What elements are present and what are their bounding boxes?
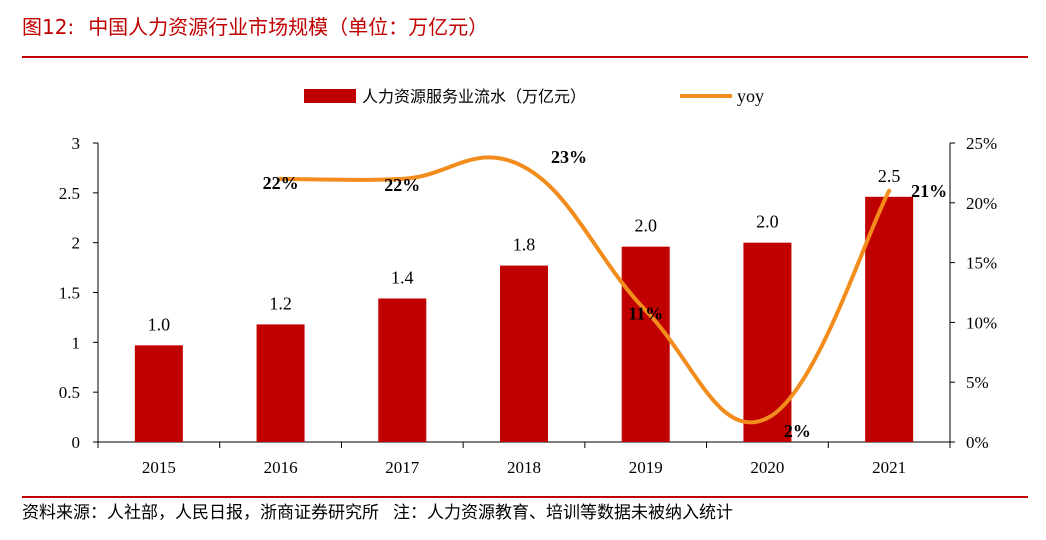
source-text: 资料来源：人社部，人民日报，浙商证券研究所 bbox=[22, 503, 379, 523]
left-axis-tick-label: 2.5 bbox=[59, 184, 80, 203]
right-axis-tick-label: 20% bbox=[966, 194, 997, 213]
bar bbox=[865, 196, 914, 442]
left-axis-tick-label: 0 bbox=[72, 433, 81, 452]
left-axis-tick-label: 3 bbox=[72, 134, 81, 153]
bar-data-label: 1.4 bbox=[391, 267, 414, 287]
left-axis-tick-label: 1 bbox=[72, 333, 81, 352]
bar-data-label: 2.0 bbox=[756, 212, 779, 232]
bar bbox=[134, 345, 183, 442]
bar-data-label: 1.8 bbox=[513, 235, 536, 255]
x-axis-tick-label: 2021 bbox=[872, 458, 906, 477]
yoy-line bbox=[278, 155, 892, 425]
figure-title: 图12: 中国人力资源行业市场规模（单位：万亿元） bbox=[22, 12, 488, 42]
x-axis-tick-label: 2018 bbox=[507, 458, 541, 477]
bar bbox=[378, 298, 427, 442]
left-axis-tick-label: 0.5 bbox=[59, 383, 80, 402]
legend-bar-label: 人力资源服务业流水（万亿元） bbox=[362, 87, 586, 106]
legend-bar-swatch bbox=[304, 89, 356, 103]
yoy-data-label: 22% bbox=[384, 175, 420, 195]
figure-title-text: 中国人力资源行业市场规模（单位：万亿元） bbox=[88, 15, 489, 39]
footer-rule bbox=[22, 496, 1028, 498]
right-axis-tick-label: 15% bbox=[966, 254, 997, 273]
bar bbox=[500, 265, 548, 442]
legend-line-label: yoy bbox=[737, 86, 764, 106]
x-axis-tick-label: 2020 bbox=[750, 458, 784, 477]
x-axis-tick-label: 2016 bbox=[264, 458, 298, 477]
figure-number: 图12: bbox=[22, 15, 75, 39]
yoy-data-label: 23% bbox=[551, 147, 587, 167]
yoy-data-label: 22% bbox=[263, 173, 299, 193]
right-axis-tick-label: 25% bbox=[966, 134, 997, 153]
bar bbox=[256, 324, 305, 442]
bar bbox=[743, 242, 792, 442]
x-axis-tick-label: 2019 bbox=[629, 458, 663, 477]
x-axis-tick-label: 2015 bbox=[142, 458, 176, 477]
source-line: 资料来源：人社部，人民日报，浙商证券研究所 注：人力资源教育、培训等数据未被纳入统… bbox=[22, 500, 733, 526]
left-axis-tick-label: 2 bbox=[72, 234, 81, 253]
bar-data-label: 1.0 bbox=[148, 314, 171, 334]
yoy-data-label: 2% bbox=[784, 421, 811, 441]
right-axis-tick-label: 0% bbox=[966, 433, 989, 452]
bar bbox=[621, 246, 670, 442]
right-axis-tick-label: 5% bbox=[966, 373, 989, 392]
yoy-data-label: 21% bbox=[911, 181, 947, 201]
right-axis-tick-label: 10% bbox=[966, 313, 997, 332]
bar-data-label: 2.0 bbox=[634, 216, 657, 236]
bar-data-label: 2.5 bbox=[878, 166, 901, 186]
x-axis-tick-label: 2017 bbox=[385, 458, 420, 477]
note-text: 注：人力资源教育、培训等数据未被纳入统计 bbox=[393, 503, 733, 523]
yoy-data-label: 11% bbox=[628, 303, 663, 323]
left-axis-tick-label: 1.5 bbox=[59, 284, 80, 303]
bar-data-label: 1.2 bbox=[269, 293, 292, 313]
title-rule bbox=[22, 56, 1028, 58]
